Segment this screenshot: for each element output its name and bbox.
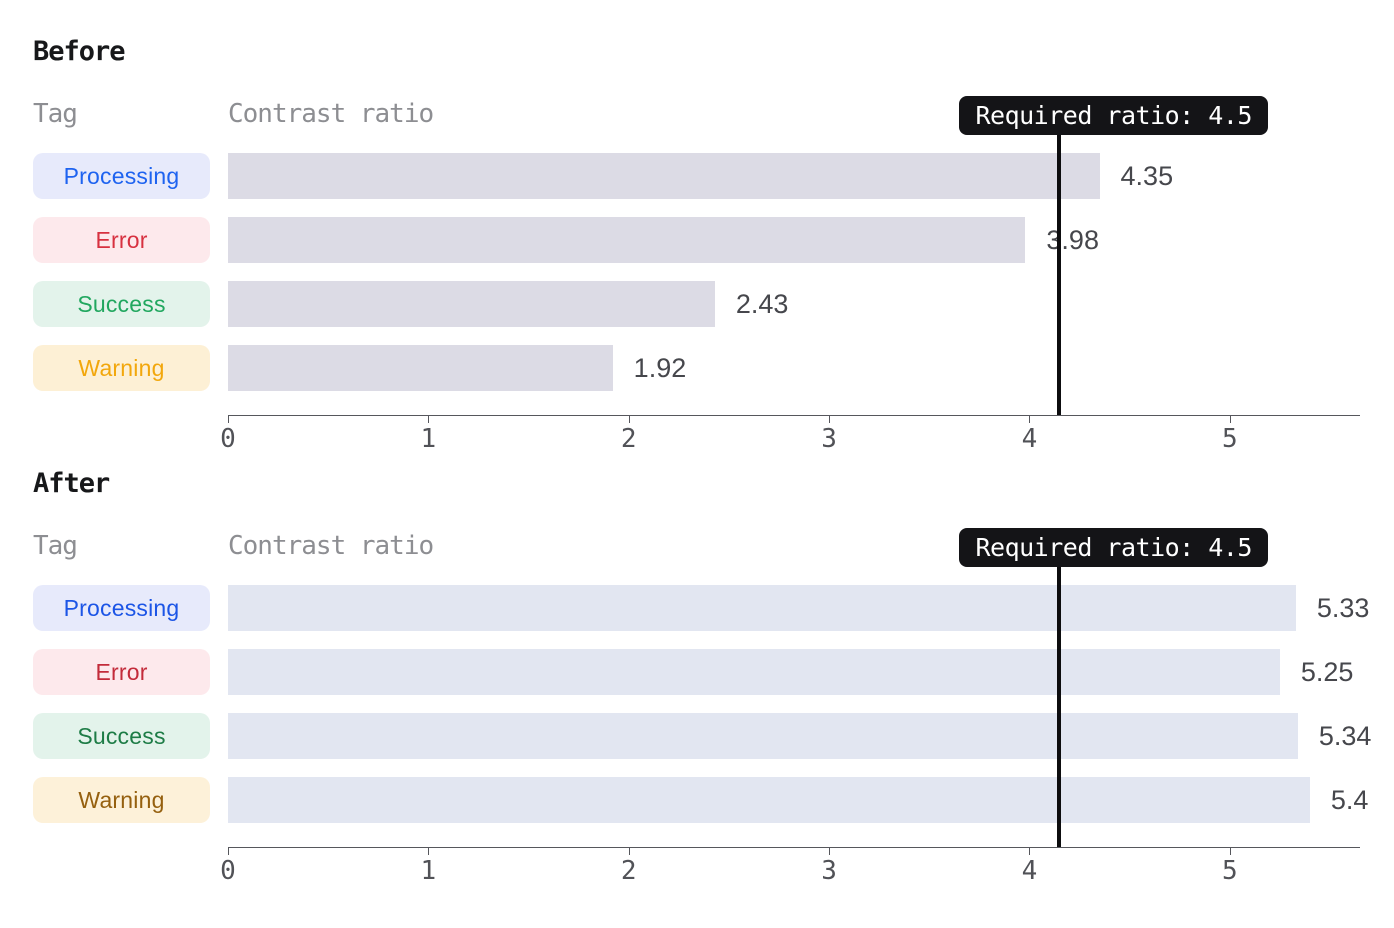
tag-badge-warning: Warning (33, 777, 210, 823)
axis-tick (1029, 847, 1031, 855)
axis-tick-label: 3 (821, 856, 837, 886)
tag-column-header: Tag (33, 99, 78, 129)
axis-tick (428, 847, 430, 855)
axis-tick-label: 3 (821, 424, 837, 454)
contrast-bar-error (228, 649, 1280, 695)
tag-column-header: Tag (33, 531, 78, 561)
axis-tick (829, 847, 831, 855)
required-ratio-label: Required ratio: 4.5 (959, 96, 1268, 135)
contrast-bar-success (228, 281, 715, 327)
axis-tick-label: 0 (220, 424, 236, 454)
axis-tick (428, 415, 430, 423)
axis-tick-label: 0 (220, 856, 236, 886)
axis-tick (1029, 415, 1031, 423)
tag-badge-success: Success (33, 713, 210, 759)
axis-tick-label: 4 (1021, 856, 1038, 886)
section-title-after: After (33, 468, 110, 499)
axis-tick-label: 5 (1221, 856, 1238, 886)
bar-value-label: 5.34 (1318, 721, 1372, 751)
axis-tick-label: 1 (420, 856, 437, 886)
value-column-header: Contrast ratio (228, 531, 434, 561)
axis-tick (628, 847, 630, 855)
contrast-bar-success (228, 713, 1298, 759)
tag-badge-success: Success (33, 281, 210, 327)
axis-tick-label: 1 (420, 424, 437, 454)
axis-tick-label: 4 (1021, 424, 1038, 454)
tag-badge-processing: Processing (33, 585, 210, 631)
contrast-bar-warning (228, 345, 613, 391)
axis-tick (628, 415, 630, 423)
contrast-bar-error (228, 217, 1026, 263)
axis-tick-label: 2 (620, 424, 637, 454)
tag-badge-error: Error (33, 649, 210, 695)
axis-tick (1229, 847, 1231, 855)
bar-value-label: 3.98 (1046, 225, 1099, 255)
x-axis-line (228, 415, 1360, 416)
axis-tick (228, 415, 229, 423)
axis-tick-label: 2 (620, 856, 637, 886)
section-title-before: Before (33, 36, 126, 67)
contrast-bar-processing (228, 585, 1296, 631)
required-ratio-line (1057, 565, 1062, 847)
required-ratio-label: Required ratio: 4.5 (959, 528, 1268, 567)
axis-tick (228, 847, 229, 855)
x-axis-line (228, 847, 1360, 848)
axis-tick-label: 5 (1221, 424, 1238, 454)
axis-tick (829, 415, 831, 423)
bar-value-label: 5.33 (1316, 593, 1370, 623)
bar-value-label: 5.25 (1300, 657, 1354, 687)
axis-tick (1229, 415, 1231, 423)
tag-badge-error: Error (33, 217, 210, 263)
contrast-bar-processing (228, 153, 1100, 199)
tag-badge-warning: Warning (33, 345, 210, 391)
required-ratio-line (1057, 133, 1062, 415)
bar-value-label: 5.4 (1330, 785, 1369, 815)
bar-value-label: 2.43 (735, 289, 789, 319)
tag-badge-processing: Processing (33, 153, 210, 199)
value-column-header: Contrast ratio (228, 99, 434, 129)
contrast-bar-warning (228, 777, 1310, 823)
bar-value-label: 1.92 (633, 353, 687, 383)
bar-value-label: 4.35 (1120, 161, 1174, 191)
